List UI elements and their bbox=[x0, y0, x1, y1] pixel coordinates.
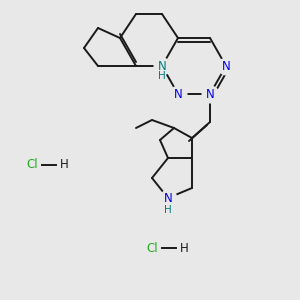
Text: H: H bbox=[180, 242, 188, 254]
Text: N: N bbox=[174, 88, 182, 100]
Text: H: H bbox=[60, 158, 68, 172]
Text: Cl: Cl bbox=[146, 242, 158, 254]
Text: N: N bbox=[206, 88, 214, 100]
Text: N: N bbox=[164, 191, 172, 205]
Text: H: H bbox=[158, 71, 166, 81]
Text: H: H bbox=[164, 205, 172, 215]
Text: N: N bbox=[222, 59, 230, 73]
Text: N: N bbox=[158, 59, 166, 73]
Text: Cl: Cl bbox=[26, 158, 38, 172]
